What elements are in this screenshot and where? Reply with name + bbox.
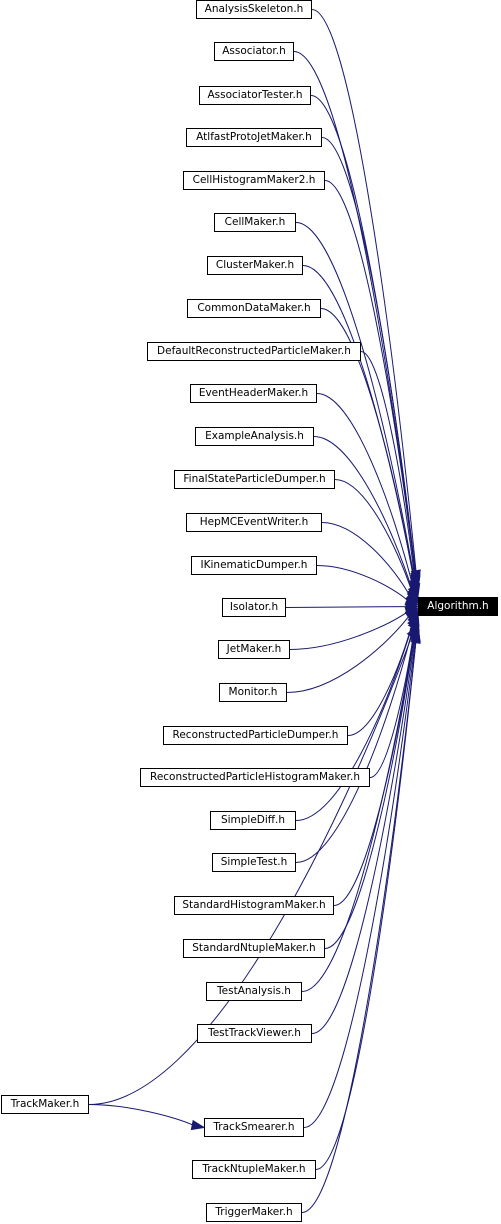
node-standardntuplemaker-h[interactable]: StandardNtupleMaker.h: [183, 939, 325, 958]
node-reconstructedparticlehistogrammaker-h[interactable]: ReconstructedParticleHistogramMaker.h: [140, 768, 370, 787]
node-ikinematicdumper-h[interactable]: IKinematicDumper.h: [191, 556, 317, 575]
node-commondatamaker-h[interactable]: CommonDataMaker.h: [187, 299, 321, 318]
edge-0: [311, 9, 417, 573]
edge-21: [333, 627, 416, 906]
node-cellhistogrammaker2-h[interactable]: CellHistogramMaker2.h: [183, 171, 325, 190]
node-simplediff-h[interactable]: SimpleDiff.h: [210, 811, 296, 830]
node-trackmaker-h[interactable]: TrackMaker.h: [1, 1095, 89, 1114]
edge-17: [347, 620, 414, 736]
edge-26: [303, 637, 417, 1128]
node-standardhistogrammaker-h[interactable]: StandardHistogramMaker.h: [174, 896, 334, 915]
node-finalstateparticledumper-h[interactable]: FinalStateParticleDumper.h: [174, 470, 335, 489]
edge-18: [369, 622, 416, 778]
extra-edge-0: [88, 1104, 195, 1126]
node-eventheadermaker-h[interactable]: EventHeaderMaker.h: [190, 384, 317, 403]
edge-22: [324, 629, 416, 949]
node-reconstructedparticledumper-h[interactable]: ReconstructedParticleDumper.h: [163, 726, 348, 745]
node-hepmceventwriter-h[interactable]: HepMCEventWriter.h: [186, 513, 322, 532]
edge-3: [321, 137, 417, 579]
edge-10: [313, 436, 414, 592]
node-testanalysis-h[interactable]: TestAnalysis.h: [206, 982, 302, 1001]
node-monitor-h[interactable]: Monitor.h: [219, 683, 287, 702]
edge-4: [324, 180, 417, 580]
edge-28: [301, 640, 417, 1213]
edge-8: [360, 351, 417, 587]
edge-7: [320, 308, 416, 586]
node-triggermaker-h[interactable]: TriggerMaker.h: [206, 1203, 302, 1222]
node-cellmaker-h[interactable]: CellMaker.h: [214, 213, 296, 232]
node-associator-h[interactable]: Associator.h: [214, 42, 294, 61]
edge-11: [334, 479, 413, 594]
node-trackntuplemaker-h[interactable]: TrackNtupleMaker.h: [192, 1160, 316, 1179]
node-atlfastprotojetmaker-h[interactable]: AtlfastProtoJetMaker.h: [186, 128, 322, 147]
edge-12: [321, 522, 411, 597]
edge-5: [295, 222, 416, 582]
node-isolator-h[interactable]: Isolator.h: [222, 598, 286, 617]
node-exampleanalysis-h[interactable]: ExampleAnalysis.h: [195, 427, 314, 446]
node-algorithm-h[interactable]: Algorithm.h: [418, 597, 498, 616]
edge-15: [289, 610, 409, 650]
edge-9: [316, 393, 415, 590]
node-simpletest-h[interactable]: SimpleTest.h: [212, 853, 296, 872]
node-defaultreconstructedparticlemaker-h[interactable]: DefaultReconstructedParticleMaker.h: [147, 342, 361, 361]
edge-23: [301, 631, 416, 992]
edge-24: [311, 633, 416, 1034]
node-clustermaker-h[interactable]: ClusterMaker.h: [207, 256, 303, 275]
edge-16: [286, 614, 410, 693]
node-analysisskeleton-h[interactable]: AnalysisSkeleton.h: [196, 0, 312, 19]
node-tracksmearer-h[interactable]: TrackSmearer.h: [204, 1118, 304, 1137]
node-associatortester-h[interactable]: AssociatorTester.h: [199, 86, 311, 105]
edge-13: [316, 565, 410, 602]
node-jetmaker-h[interactable]: JetMaker.h: [218, 640, 290, 659]
edge-14: [285, 606, 409, 608]
node-testtrackviewer-h[interactable]: TestTrackViewer.h: [197, 1024, 312, 1043]
edge-19: [295, 623, 414, 821]
